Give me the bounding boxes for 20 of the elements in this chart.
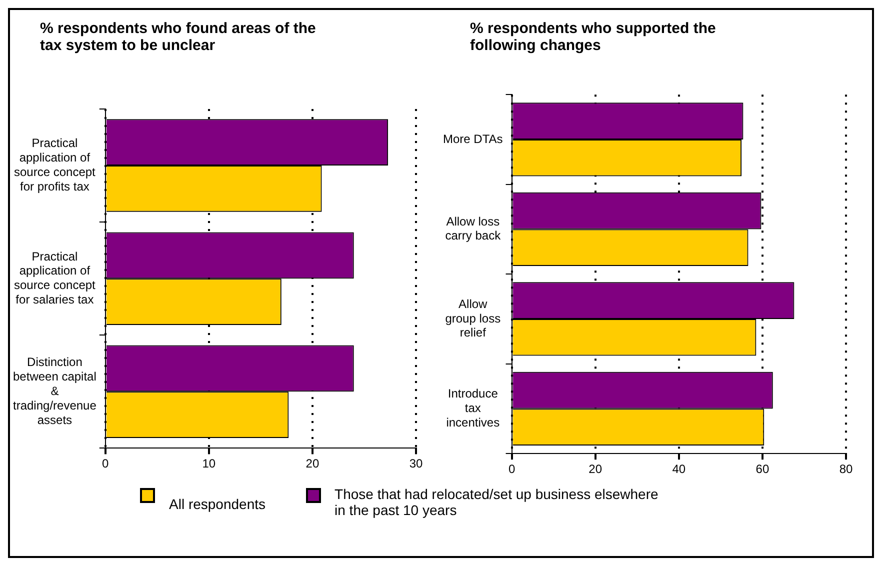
y-tick-label: Practical application of source concept for salaries tax	[14, 249, 96, 307]
legend-label: All respondents	[169, 496, 266, 512]
y-tick-label: Distinction between capital & trading/revenue assets	[13, 355, 97, 427]
x-tick-label: 0	[508, 462, 516, 476]
chart-title: % respondents who supported the following changes	[469, 19, 717, 56]
x-tick-label: 20	[306, 456, 320, 471]
x-tick-label: 80	[839, 462, 853, 476]
y-tick-label: Introduce tax incentives	[446, 386, 500, 430]
x-tick-label: 0	[102, 456, 110, 471]
chart-title: % respondents who found areas of the tax system to be unclear	[39, 19, 317, 56]
legend-label: Those that had relocated/set up business elsewhere in the past 10 years	[334, 486, 660, 518]
y-tick-label: More DTAs	[442, 132, 503, 146]
x-tick-label: 40	[672, 462, 686, 476]
y-tick-label: Allow loss carry back	[445, 214, 502, 243]
x-tick-label: 20	[588, 462, 602, 476]
x-tick-label: 30	[409, 456, 423, 471]
x-tick-label: 60	[756, 462, 770, 476]
x-tick-label: 10	[202, 456, 216, 471]
y-tick-label: Practical application of source concept for profits tax	[14, 136, 96, 194]
y-tick-label: Allow group loss relief	[445, 296, 501, 340]
